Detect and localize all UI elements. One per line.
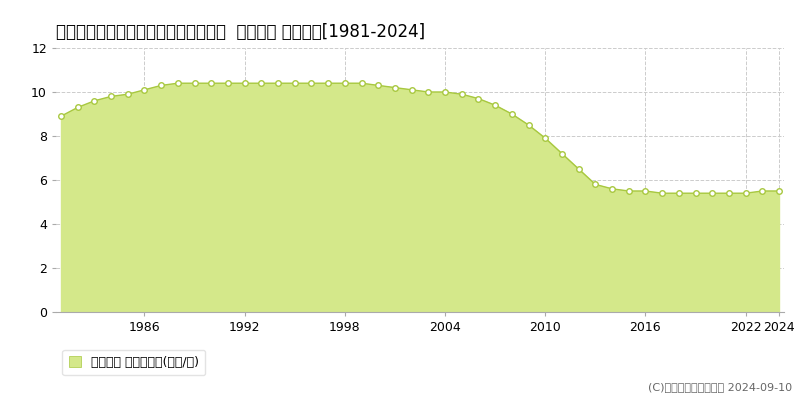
Text: (C)土地価格ドットコム 2024-09-10: (C)土地価格ドットコム 2024-09-10 [648, 382, 792, 392]
Text: 北海道釧路市緑ケ岡５丁目４７番７８  地価公示 地価推移[1981-2024]: 北海道釧路市緑ケ岡５丁目４７番７８ 地価公示 地価推移[1981-2024] [56, 23, 425, 41]
Legend: 地価公示 平均坪単価(万円/坪): 地価公示 平均坪単価(万円/坪) [62, 350, 206, 376]
